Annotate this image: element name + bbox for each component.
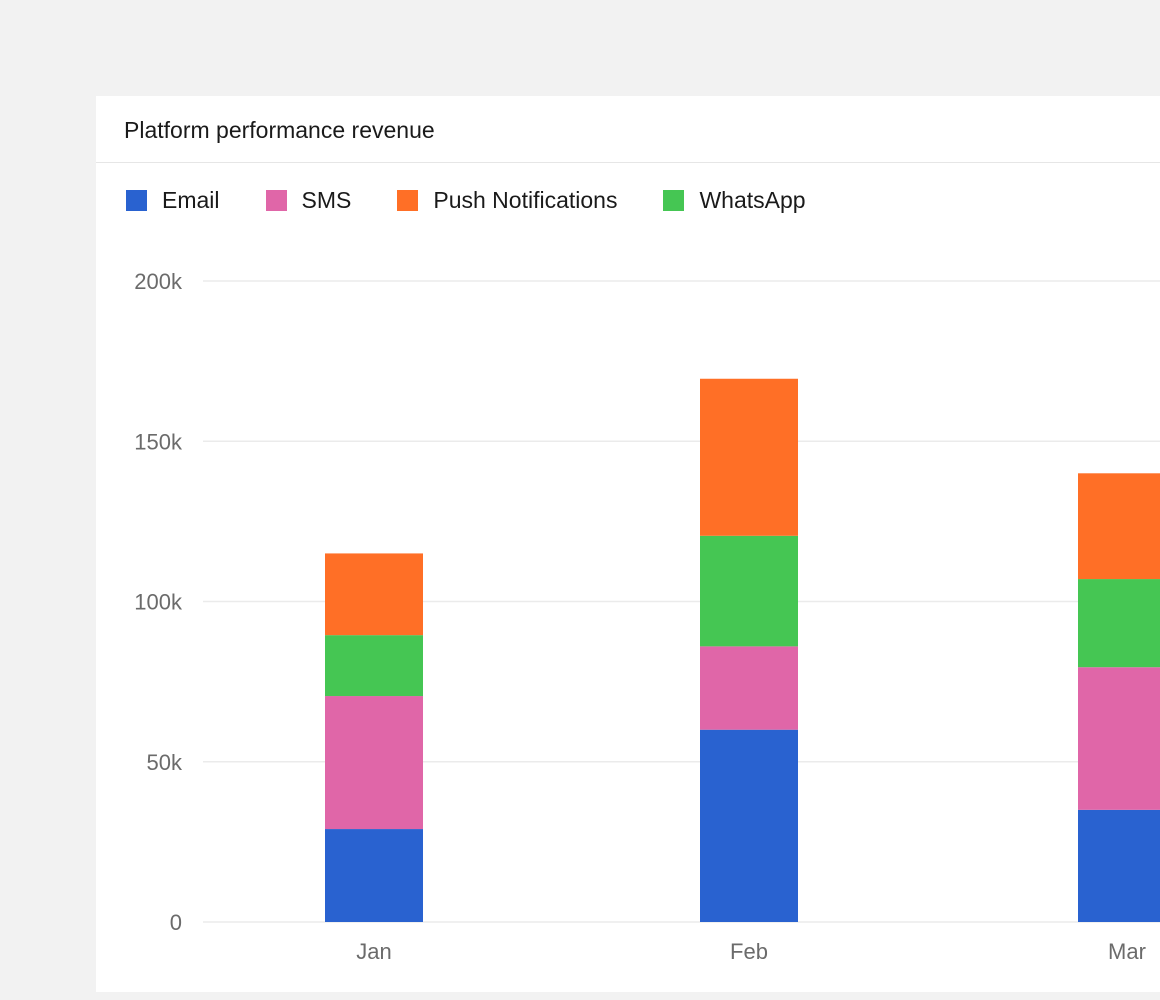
bar-segment-email-mar[interactable] bbox=[1078, 809, 1160, 922]
bar-segment-whatsapp-mar[interactable] bbox=[1078, 579, 1160, 668]
bar-segment-sms-feb[interactable] bbox=[700, 646, 798, 730]
legend-swatch-email bbox=[126, 189, 147, 211]
x-tick-label: Jan bbox=[356, 939, 391, 964]
bar-segment-push-notifications-mar[interactable] bbox=[1078, 473, 1160, 580]
bar-segment-whatsapp-feb[interactable] bbox=[700, 535, 798, 647]
legend-item-push-notifications[interactable]: Push Notifications bbox=[397, 186, 617, 214]
bar-segment-email-feb[interactable] bbox=[700, 729, 798, 922]
card-header: Platform performance revenue bbox=[96, 96, 1160, 163]
y-tick-label: 100k bbox=[134, 590, 183, 615]
chart-title: Platform performance revenue bbox=[124, 117, 435, 143]
legend-swatch-whatsapp bbox=[663, 189, 685, 211]
x-axis-ticks: Jan Feb Mar bbox=[356, 939, 1146, 964]
bar-segment-email-jan[interactable] bbox=[325, 829, 423, 922]
legend-swatch-push-notifications bbox=[397, 189, 419, 211]
legend-swatch-sms bbox=[265, 189, 287, 211]
bar-segment-sms-jan[interactable] bbox=[325, 696, 423, 830]
bar-segment-whatsapp-jan[interactable] bbox=[325, 635, 423, 697]
bar-segment-sms-mar[interactable] bbox=[1078, 667, 1160, 810]
y-tick-label: 150k bbox=[134, 429, 183, 454]
y-tick-label: 50k bbox=[147, 750, 183, 775]
legend-label-sms: SMS bbox=[301, 187, 352, 213]
legend-item-whatsapp[interactable]: WhatsApp bbox=[663, 186, 806, 214]
legend-label-whatsapp: WhatsApp bbox=[699, 187, 806, 213]
y-tick-label: 200k bbox=[134, 269, 183, 294]
chart-card: Platform performance revenue Email SMS P… bbox=[96, 96, 1160, 992]
legend-label-push-notifications: Push Notifications bbox=[433, 187, 618, 213]
bar-segment-push-notifications-jan[interactable] bbox=[325, 553, 423, 636]
y-tick-label: 0 bbox=[170, 910, 182, 935]
legend-item-email[interactable]: Email bbox=[126, 186, 220, 214]
x-tick-label: Mar bbox=[1108, 939, 1146, 964]
stacked-bar-chart: 0 50k 100k 150k 200k Jan Feb Mar bbox=[134, 269, 1160, 964]
y-axis-ticks: 0 50k 100k 150k 200k bbox=[134, 269, 183, 935]
legend-label-email: Email bbox=[162, 187, 220, 213]
legend-item-sms[interactable]: SMS bbox=[265, 186, 352, 214]
bars bbox=[325, 378, 1160, 922]
x-tick-label: Feb bbox=[730, 939, 768, 964]
chart-legend: Email SMS Push Notifications WhatsApp bbox=[126, 186, 852, 214]
bar-segment-push-notifications-feb[interactable] bbox=[700, 378, 798, 536]
